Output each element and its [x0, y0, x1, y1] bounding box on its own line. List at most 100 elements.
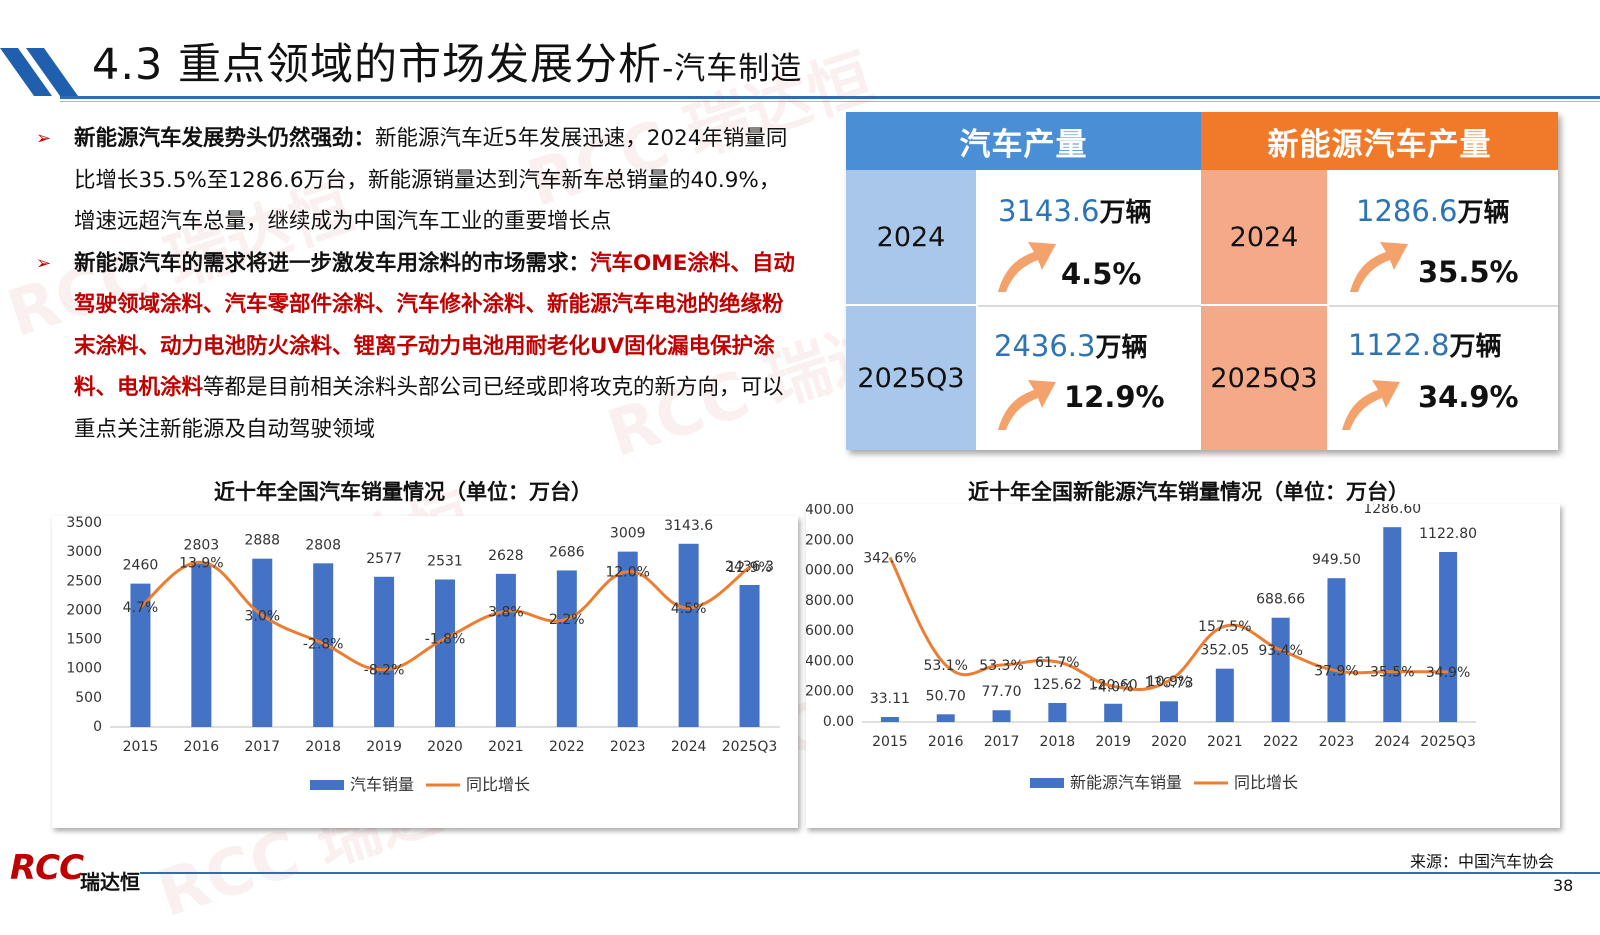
- line-data-label: -4.0%: [1093, 679, 1134, 695]
- bar-data-label: 949.50: [1312, 552, 1361, 568]
- stats-divider: [978, 305, 1201, 307]
- bar-data-label: 125.62: [1033, 677, 1082, 693]
- bar-data-label: 2686: [549, 544, 585, 560]
- line-data-label: 4.5%: [671, 601, 707, 617]
- stats-growth: 35.5%: [1418, 255, 1519, 289]
- bullet-item: ➢ 新能源汽车发展势头仍然强劲：新能源汽车近5年发展迅速，2024年销量同比增长…: [30, 118, 800, 243]
- bar-data-label: 1286.60: [1363, 504, 1421, 517]
- growth-line: [888, 556, 1449, 691]
- line-data-label: 61.7%: [1035, 655, 1079, 671]
- bar-data-label: 352.05: [1200, 643, 1249, 659]
- y-tick-label: 200.00: [806, 684, 854, 700]
- rcc-logo: RCC: [10, 848, 84, 888]
- y-tick-label: 800.00: [806, 593, 854, 609]
- x-tick-label: 2024: [1374, 734, 1410, 750]
- source-note: 来源：中国汽车协会: [1410, 852, 1555, 871]
- bar: [252, 558, 273, 727]
- bar-data-label: 2808: [305, 537, 341, 553]
- stats-growth: 34.9%: [1418, 380, 1519, 414]
- y-tick-label: 1500: [66, 632, 102, 648]
- x-tick-label: 2023: [1319, 734, 1355, 750]
- bullet-text: 等都是目前相关涂料头部公司已经或即将攻克的新方向，可以重点关注新能源及自动驾驶领…: [74, 375, 784, 442]
- y-tick-label: 3500: [66, 516, 102, 531]
- x-tick-label: 2022: [549, 739, 585, 755]
- bar: [313, 563, 334, 727]
- bar: [880, 716, 899, 722]
- x-tick-label: 2015: [123, 739, 159, 755]
- bar: [556, 570, 577, 727]
- bullet-arrow-icon: ➢: [36, 128, 52, 149]
- bar: [1160, 701, 1178, 722]
- line-data-label: 37.9%: [1314, 664, 1358, 680]
- stats-year: 2025Q3: [846, 306, 978, 450]
- bar-data-label: 2436.3: [725, 559, 774, 575]
- bar-data-label: 2531: [427, 553, 463, 569]
- bullet-lead: 新能源汽车的需求将进一步激发车用涂料的市场需求：: [74, 250, 591, 276]
- y-tick-label: 400.00: [806, 653, 854, 669]
- x-tick-label: 2015: [872, 734, 908, 750]
- stats-value: 2436.3万辆: [994, 329, 1148, 363]
- y-tick-label: 1000.00: [806, 563, 854, 579]
- rcc-logo-cn: 瑞达恒: [80, 870, 140, 894]
- growth-arrow-icon: [1342, 380, 1400, 430]
- footer-divider: [140, 872, 1600, 874]
- bar: [435, 579, 455, 727]
- chart-car-sales: 0 500 1000 1500 2000 2500 3000 3500 2460 2015 2803…: [52, 515, 798, 828]
- bar: [678, 543, 699, 727]
- line-data-label: -1.8%: [425, 632, 466, 648]
- growth-arrow-icon: [998, 242, 1056, 292]
- stats-value: 1122.8万辆: [1348, 328, 1502, 362]
- page-title: 4.3 重点领域的市场发展分析-汽车制造: [92, 30, 802, 92]
- x-tick-label: 2022: [1263, 734, 1299, 750]
- line-data-label: 12.0%: [605, 565, 649, 581]
- header-divider-thin: [60, 101, 1600, 102]
- chart-nev-sales: 0.00 200.00 400.00 600.00 800.00 1000.00 1200.…: [796, 501, 1560, 828]
- bar-data-label: 2628: [488, 548, 524, 564]
- stats-header-nev: 新能源汽车产量: [1201, 112, 1558, 170]
- y-tick-label: 1200.00: [806, 532, 854, 548]
- line-data-label: 53.3%: [979, 658, 1023, 674]
- bar: [495, 573, 516, 727]
- line-data-label: -8.2%: [364, 663, 405, 679]
- bar: [130, 583, 151, 727]
- stats-divider: [1329, 305, 1558, 307]
- stats-value: 3143.6万辆: [998, 194, 1152, 228]
- y-tick-label: 1000: [66, 661, 102, 677]
- x-tick-label: 2016: [184, 739, 220, 755]
- x-tick-label: 2025Q3: [1420, 734, 1476, 750]
- bar: [992, 710, 1011, 722]
- x-tick-label: 2016: [928, 734, 964, 750]
- y-tick-label: 0: [93, 719, 102, 735]
- chart-title: 近十年全国汽车销量情况（单位：万台）: [214, 480, 592, 504]
- line-data-label: 3.0%: [244, 608, 280, 624]
- stats-year: 2024: [846, 170, 978, 306]
- bar: [617, 551, 638, 727]
- page-title-sub: -汽车制造: [662, 51, 803, 87]
- line-data-label: 12.9%: [727, 560, 771, 576]
- x-tick-label: 2019: [366, 739, 402, 755]
- x-tick-label: 2021: [1207, 734, 1243, 750]
- line-data-label: 13.9%: [179, 555, 223, 571]
- x-tick-label: 2020: [1151, 734, 1187, 750]
- x-tick-label: 2019: [1095, 734, 1131, 750]
- bar: [191, 563, 212, 727]
- bar-data-label: 3143.6: [664, 518, 713, 534]
- x-tick-label: 2018: [1040, 734, 1076, 750]
- y-tick-label: 500: [75, 690, 102, 706]
- bar-data-label: 2577: [366, 551, 402, 567]
- legend-swatch-bar: [1030, 778, 1064, 788]
- bar-data-label: 2803: [184, 538, 220, 554]
- bar: [1439, 551, 1458, 722]
- legend-label: 同比增长: [466, 775, 530, 794]
- stats-year: 2024: [1201, 170, 1329, 306]
- line-data-label: -2.8%: [303, 636, 344, 652]
- x-tick-label: 2017: [984, 734, 1020, 750]
- production-stats-table: 汽车产量 新能源汽车产量 2024 2025Q3 2024 2025Q3 314…: [846, 112, 1558, 450]
- x-tick-label: 2023: [610, 739, 646, 755]
- bar: [1215, 668, 1234, 722]
- legend-label: 新能源汽车销量: [1070, 773, 1182, 792]
- x-tick-label: 2020: [427, 739, 463, 755]
- y-tick-label: 600.00: [806, 623, 854, 639]
- bar: [1271, 617, 1290, 722]
- page-number: 38: [1553, 876, 1574, 895]
